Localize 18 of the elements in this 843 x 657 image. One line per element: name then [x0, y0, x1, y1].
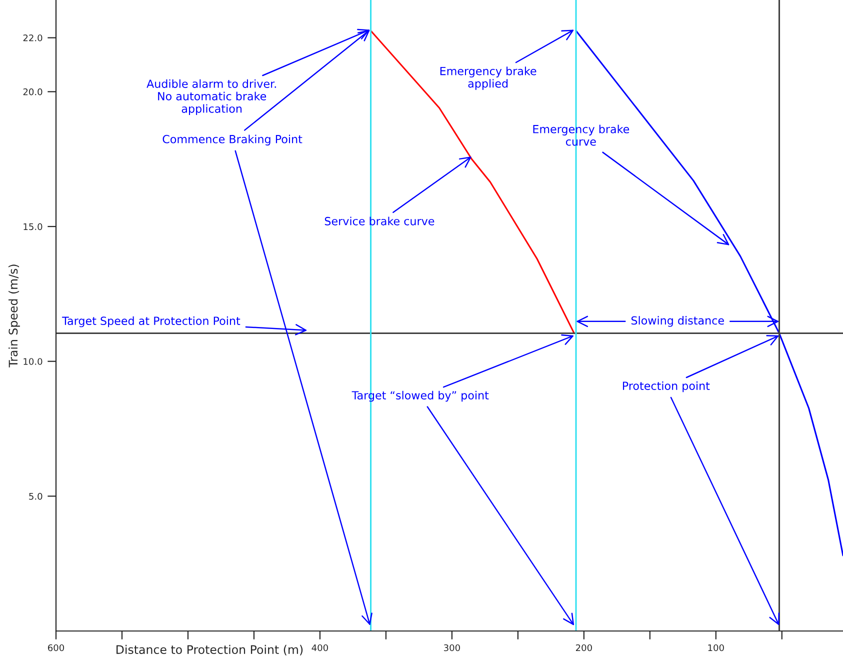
- x-tick-label: 200: [576, 644, 592, 652]
- annotation: Target Speed at Protection Point: [62, 316, 240, 328]
- y-axis-title: Train Speed (m/s): [8, 264, 20, 368]
- y-tick-label: 10.0: [24, 358, 42, 365]
- y-tick-label: 15.0: [24, 223, 42, 230]
- annotation: Audible alarm to driver. No automatic brake application: [146, 79, 276, 115]
- annotation: Commence Braking Point: [162, 134, 302, 146]
- x-axis-title: Distance to Protection Point (m): [116, 644, 303, 656]
- x-tick-label: 400: [312, 644, 328, 652]
- annotation: Emergency brake applied: [440, 66, 536, 90]
- y-tick-label: 20.0: [23, 88, 42, 96]
- x-tick-label: 600: [48, 644, 64, 652]
- y-tick-label: 22.0: [23, 34, 42, 42]
- y-tick-label: 5.0: [29, 492, 42, 500]
- annotation: Slowing distance: [631, 316, 724, 327]
- x-tick-label: 300: [444, 644, 460, 652]
- annotation: Protection point: [622, 381, 710, 392]
- x-tick-label: 100: [708, 644, 724, 652]
